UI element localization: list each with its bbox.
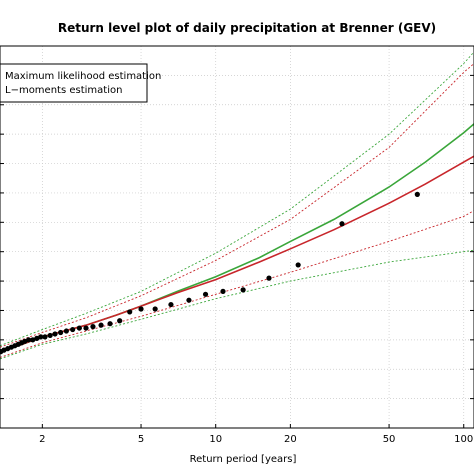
observed-point bbox=[186, 297, 192, 303]
observed-point bbox=[47, 332, 53, 339]
x-tick-label-50: 50 bbox=[383, 434, 396, 445]
observed-point bbox=[58, 329, 64, 336]
observed-point bbox=[98, 322, 104, 328]
confidence-band-lmom-5 bbox=[0, 210, 474, 358]
observed-point bbox=[117, 318, 123, 324]
observed-point bbox=[34, 335, 40, 341]
return-level-line-mle-0 bbox=[0, 123, 474, 353]
observed-point bbox=[152, 306, 158, 312]
plot-frame bbox=[0, 45, 474, 429]
observed-point bbox=[220, 288, 226, 294]
confidence-bands bbox=[0, 51, 474, 360]
x-axis-ticks: 2 5 10 20 50 100 bbox=[0, 74, 474, 445]
observed-point bbox=[63, 328, 69, 334]
observed-points bbox=[0, 191, 420, 355]
chart-title: Return level plot of daily precipitation… bbox=[58, 21, 436, 35]
return-level-line-lmom-1 bbox=[0, 155, 474, 353]
observed-point bbox=[25, 337, 32, 343]
observed-point bbox=[70, 326, 76, 333]
observed-point bbox=[76, 325, 82, 331]
x-tick-label-20: 20 bbox=[284, 434, 297, 445]
observed-point bbox=[52, 331, 58, 337]
confidence-band-mle-2 bbox=[0, 51, 474, 347]
confidence-band-mle-3 bbox=[0, 249, 474, 360]
observed-point bbox=[107, 321, 113, 327]
observed-point bbox=[414, 191, 420, 197]
observed-point bbox=[138, 306, 144, 312]
observed-point bbox=[240, 287, 246, 293]
observed-point bbox=[202, 291, 209, 297]
return-level-curves bbox=[0, 123, 474, 353]
x-tick-label-5: 5 bbox=[138, 434, 144, 445]
legend-entry-lmoments: L−moments estimation bbox=[5, 85, 122, 96]
x-tick-label-100: 100 bbox=[454, 434, 473, 445]
x-tick-label-10: 10 bbox=[209, 434, 222, 445]
legend: Maximum likelihood estimation L−moments … bbox=[0, 63, 161, 103]
observed-point bbox=[127, 309, 133, 315]
observed-point bbox=[266, 275, 272, 281]
legend-box bbox=[0, 63, 148, 103]
observed-point bbox=[83, 325, 89, 331]
observed-point bbox=[168, 301, 174, 308]
observed-point bbox=[30, 337, 36, 343]
confidence-band-lmom-4 bbox=[0, 63, 474, 348]
x-tick-label-2: 2 bbox=[39, 434, 45, 445]
observed-point bbox=[38, 334, 44, 340]
observed-point bbox=[339, 221, 345, 227]
legend-entry-mle: Maximum likelihood estimation bbox=[5, 71, 161, 82]
observed-point bbox=[90, 324, 96, 330]
observed-point bbox=[295, 262, 301, 268]
x-axis-label: Return period [years] bbox=[190, 454, 297, 465]
observed-point bbox=[42, 334, 48, 340]
grid bbox=[0, 46, 474, 428]
